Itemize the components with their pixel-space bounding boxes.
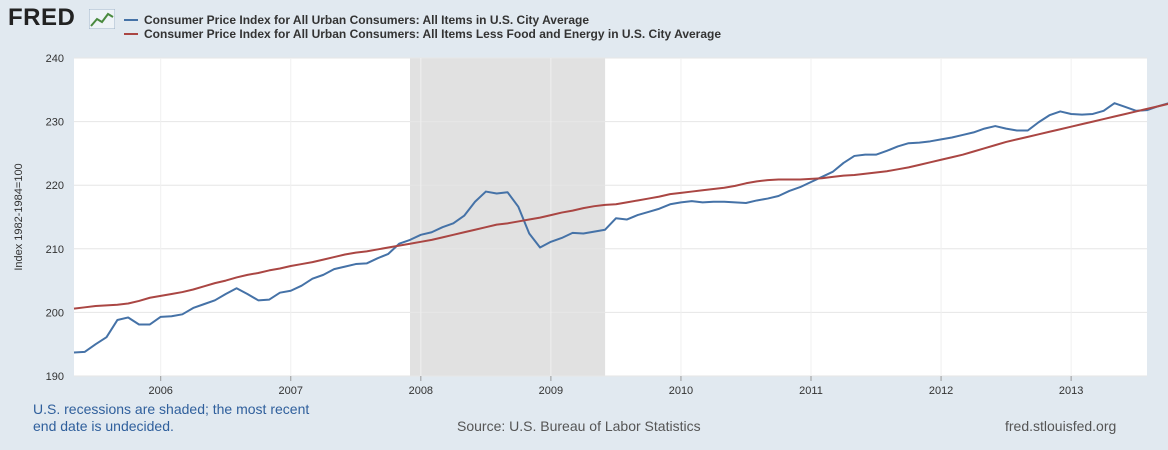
legend-label-series-2: Consumer Price Index for All Urban Consu… [144,27,722,41]
y-tick-label: 200 [46,307,64,319]
x-tick-label: 2006 [148,385,172,397]
x-tick-label: 2012 [929,385,953,397]
series-line-1[interactable] [73,97,1168,354]
recession-shade [409,58,606,376]
fred-logo[interactable]: FRED [8,4,76,31]
recession-note-line-1: U.S. recessions are shaded; the most rec… [33,401,310,417]
x-tick-label: 2008 [409,385,433,397]
y-tick-label: 210 [46,244,64,256]
x-tick-label: 2009 [539,385,563,397]
legend-swatch-series-1 [124,18,138,21]
source-credit: Source: U.S. Bureau of Labor Statistics [457,418,701,434]
legend-item-series-1[interactable]: Consumer Price Index for All Urban Consu… [124,13,589,27]
line-chart-icon [89,9,115,29]
legend-item-series-2[interactable]: Consumer Price Index for All Urban Consu… [124,27,721,41]
y-tick-label: 190 [46,371,64,383]
legend-swatch-series-2 [124,32,138,35]
site-link[interactable]: fred.stlouisfed.org [1005,418,1117,434]
recession-note: U.S. recessions are shaded; the most rec… [33,401,333,435]
y-axis-label: Index 1982-1984=100 [13,163,25,270]
series-line-2[interactable] [73,92,1168,310]
x-tick-label: 2011 [799,385,823,397]
x-tick-label: 2013 [1059,385,1083,397]
y-tick-label: 220 [46,180,64,192]
x-tick-label: 2010 [669,385,693,397]
plot-area [74,58,1147,376]
x-tick-label: 2007 [279,385,303,397]
y-tick-label: 240 [46,53,64,65]
legend-label-series-1: Consumer Price Index for All Urban Consu… [144,13,589,27]
y-tick-label: 230 [46,117,64,129]
recession-note-line-2: end date is undecided. [33,418,174,434]
